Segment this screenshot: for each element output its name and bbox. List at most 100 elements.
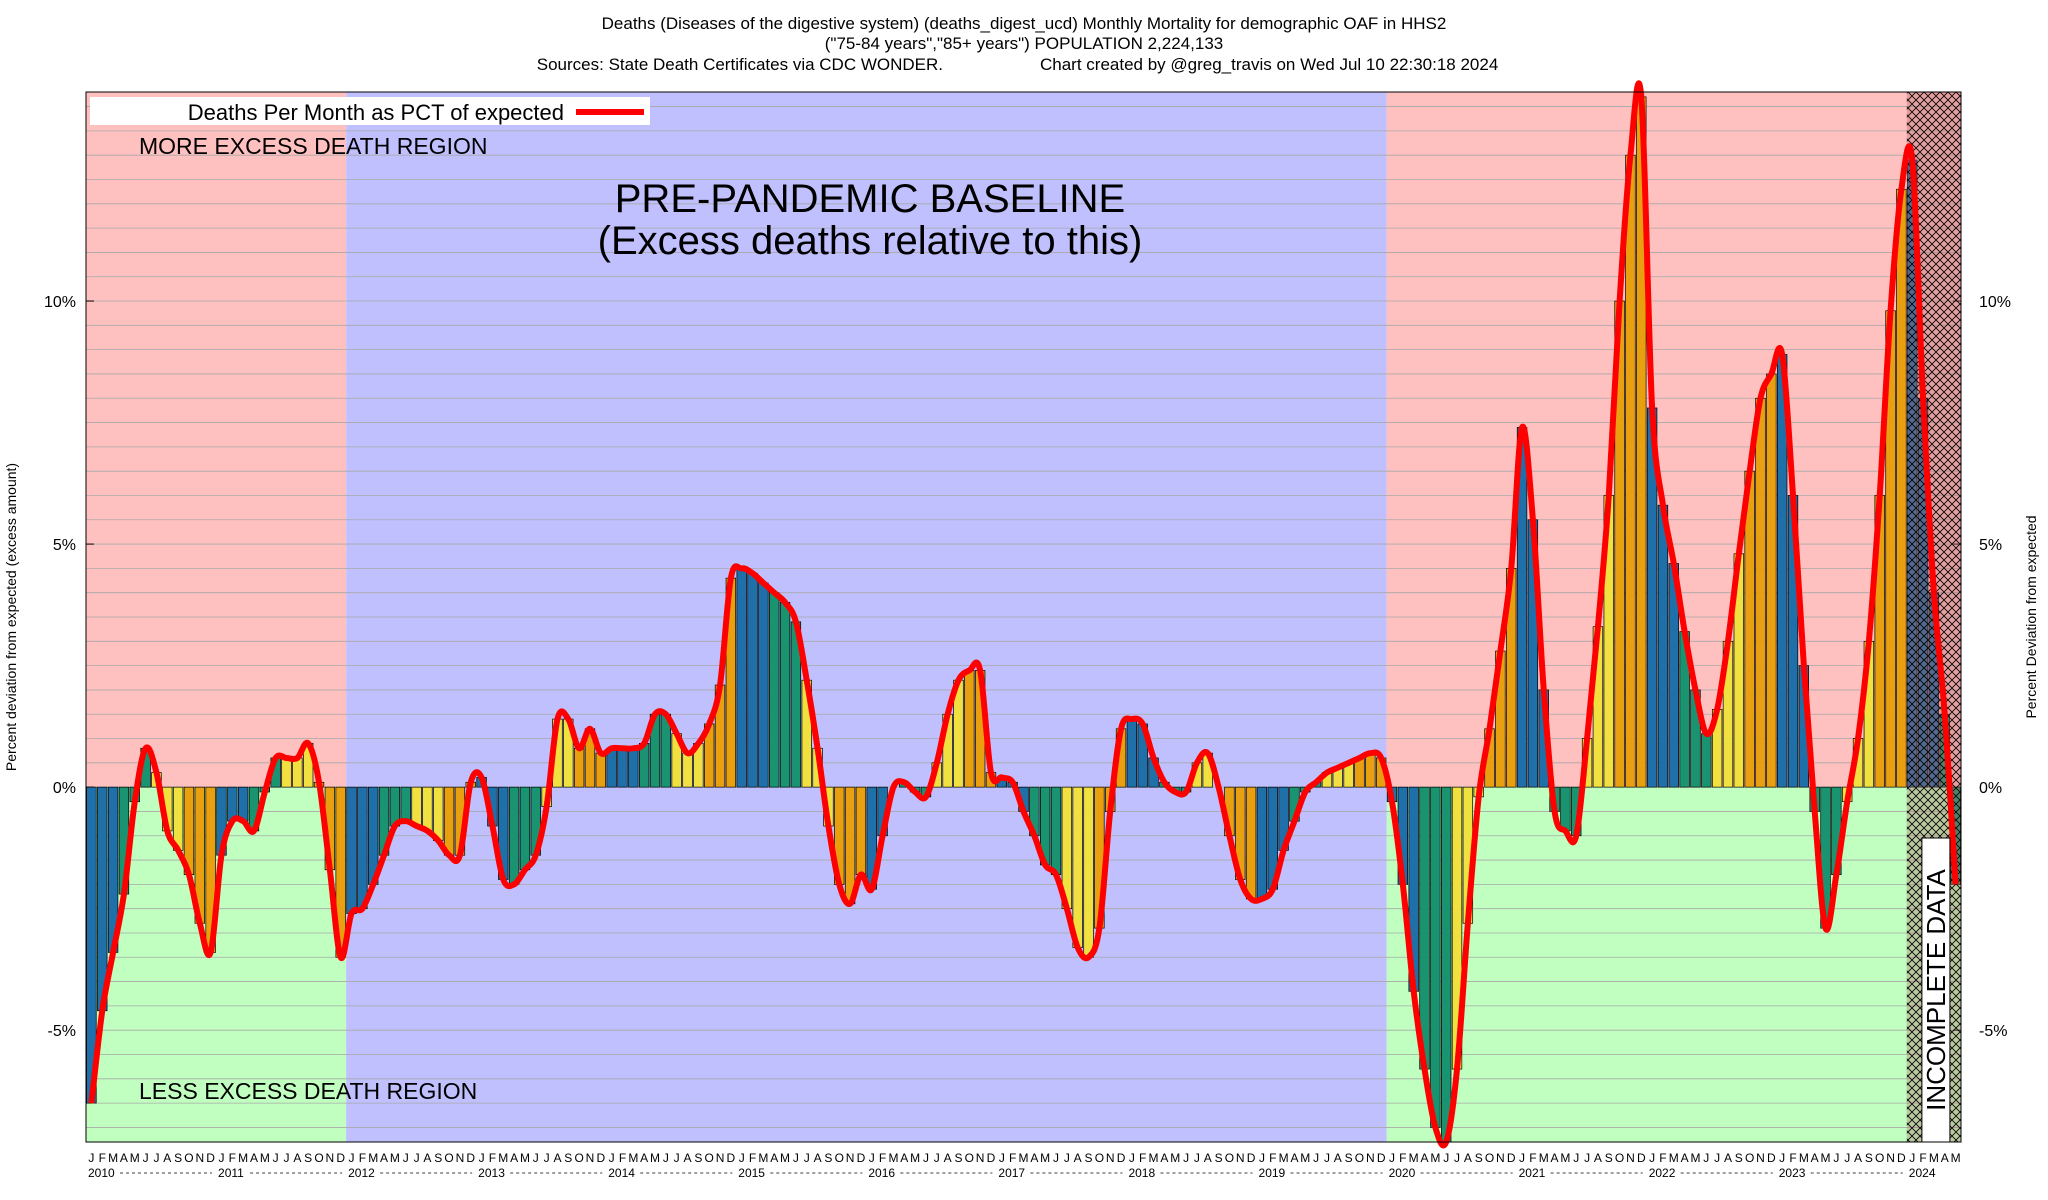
x-month-label: J	[1053, 1151, 1059, 1165]
x-month-label: J	[1389, 1151, 1395, 1165]
x-month-label: J	[1779, 1151, 1785, 1165]
x-year-label: 2019	[1259, 1166, 1286, 1180]
x-month-label: O	[1745, 1151, 1754, 1165]
bar	[1083, 786, 1094, 958]
bar	[1126, 718, 1138, 788]
x-month-label: O	[444, 1151, 453, 1165]
x-month-label: A	[770, 1151, 778, 1165]
legend-label: Deaths Per Month as PCT of expected	[188, 100, 564, 125]
annotation-baseline: PRE-PANDEMIC BASELINE	[615, 177, 1126, 221]
x-month-label: A	[1204, 1151, 1212, 1165]
x-year-label: 2012	[348, 1166, 375, 1180]
x-month-label: D	[1767, 1151, 1776, 1165]
bar	[433, 786, 444, 841]
x-month-label: J	[533, 1151, 539, 1165]
x-month-label: O	[1225, 1151, 1234, 1165]
x-month-label: D	[1507, 1151, 1516, 1165]
x-month-label: J	[793, 1151, 799, 1165]
y2-tick-label: 5%	[1979, 537, 2002, 554]
x-year-label: 2020	[1389, 1166, 1416, 1180]
y-tick-label: 0%	[53, 780, 76, 797]
x-month-label: F	[489, 1151, 496, 1165]
x-month-label: O	[1485, 1151, 1494, 1165]
x-month-label: J	[1909, 1151, 1915, 1165]
x-month-label: A	[553, 1151, 561, 1165]
x-month-label: J	[663, 1151, 669, 1165]
x-month-label: N	[1756, 1151, 1765, 1165]
x-month-label: J	[934, 1151, 940, 1165]
x-month-label: J	[1194, 1151, 1200, 1165]
x-month-label: J	[143, 1151, 149, 1165]
x-month-label: F	[1139, 1151, 1146, 1165]
x-month-label: J	[1259, 1151, 1265, 1165]
x-month-label: A	[900, 1151, 908, 1165]
x-month-label: A	[1811, 1151, 1819, 1165]
incomplete-label: INCOMPLETE DATA	[1921, 868, 1951, 1110]
x-month-label: O	[835, 1151, 844, 1165]
y-tick-label: 5%	[53, 537, 76, 554]
x-month-label: O	[184, 1151, 193, 1165]
x-month-label: N	[1106, 1151, 1115, 1165]
x-month-label: M	[520, 1151, 530, 1165]
bar	[1050, 786, 1062, 875]
bar	[736, 568, 747, 788]
x-month-label: A	[814, 1151, 822, 1165]
x-month-label: J	[284, 1151, 290, 1165]
x-month-label: J	[1844, 1151, 1850, 1165]
x-month-label: N	[846, 1151, 855, 1165]
overlay: Deaths Per Month as PCT of expected INCOM…	[85, 80, 1962, 1149]
x-month-label: F	[1529, 1151, 1536, 1165]
x-year-label: 2014	[608, 1166, 635, 1180]
x-month-label: S	[1345, 1151, 1353, 1165]
bar	[1701, 733, 1712, 788]
x-month-label: M	[1821, 1151, 1831, 1165]
x-month-label: S	[694, 1151, 702, 1165]
x-month-label: A	[1074, 1151, 1082, 1165]
x-month-label: N	[456, 1151, 465, 1165]
x-month-label: S	[174, 1151, 182, 1165]
y2-tick-label: 0%	[1979, 780, 2002, 797]
x-month-label: D	[1117, 1151, 1126, 1165]
x-month-label: J	[1183, 1151, 1189, 1165]
x-month-label: A	[163, 1151, 171, 1165]
credit: Chart created by @greg_travis on Wed Jul…	[1040, 55, 1498, 74]
x-month-label: M	[1170, 1151, 1180, 1165]
x-month-label: A	[1334, 1151, 1342, 1165]
x-month-label: J	[923, 1151, 929, 1165]
x-month-label: A	[1724, 1151, 1732, 1165]
x-month-label: J	[273, 1151, 279, 1165]
x-month-label: A	[944, 1151, 952, 1165]
x-month-label: J	[674, 1151, 680, 1165]
bar	[1072, 786, 1083, 948]
x-month-label: J	[869, 1151, 875, 1165]
x-month-label: J	[403, 1151, 409, 1165]
x-year-label: 2015	[738, 1166, 765, 1180]
x-year-label: 2017	[998, 1166, 1025, 1180]
x-month-label: J	[1324, 1151, 1330, 1165]
x-month-label: S	[824, 1151, 832, 1165]
x-month-label: M	[1669, 1151, 1679, 1165]
x-month-label: J	[1649, 1151, 1655, 1165]
x-month-label: D	[1377, 1151, 1386, 1165]
bar	[281, 757, 292, 788]
x-month-label: M	[238, 1151, 248, 1165]
x-month-label: M	[888, 1151, 898, 1165]
x-month-label: S	[1085, 1151, 1093, 1165]
x-month-label: D	[596, 1151, 605, 1165]
x-month-label: F	[1659, 1151, 1666, 1165]
x-month-label: S	[564, 1151, 572, 1165]
x-month-label: A	[640, 1151, 648, 1165]
x-month-label: F	[99, 1151, 106, 1165]
x-month-label: J	[609, 1151, 615, 1165]
y2-tick-label: 10%	[1979, 294, 2011, 311]
bar	[443, 786, 455, 856]
x-month-label: N	[976, 1151, 985, 1165]
x-month-label: S	[1865, 1151, 1873, 1165]
bar	[617, 747, 628, 788]
bar	[519, 786, 531, 871]
x-month-label: J	[999, 1151, 1005, 1165]
x-month-label: F	[1399, 1151, 1406, 1165]
x-month-label: F	[1269, 1151, 1276, 1165]
bar	[1365, 752, 1376, 788]
x-month-label: O	[1355, 1151, 1364, 1165]
